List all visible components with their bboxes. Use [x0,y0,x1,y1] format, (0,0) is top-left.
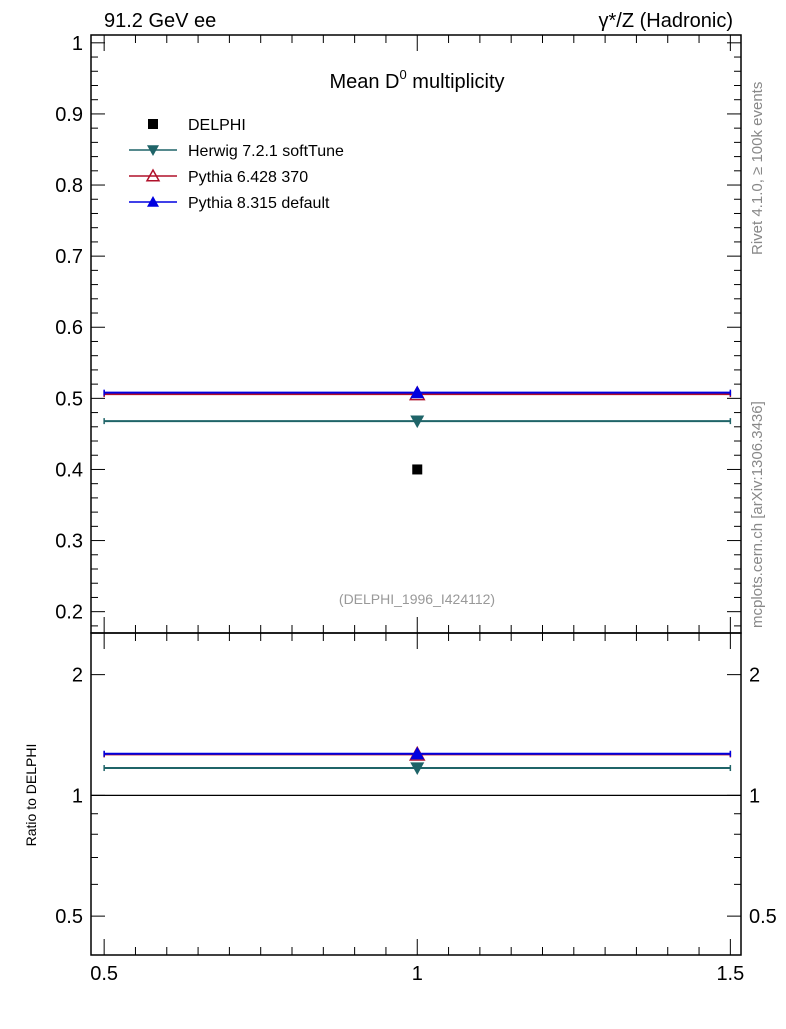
x-tick-label: 1 [412,963,423,985]
y-tick-label: 0.9 [55,104,83,126]
header-left: 91.2 GeV ee [104,10,216,32]
chart-title: Mean D0 multiplicity [329,67,504,93]
legend-label: Pythia 6.428 370 [188,169,308,186]
x-tick-label: 1.5 [716,963,744,985]
y-tick-label: 1 [72,33,83,55]
ratio-point [410,762,425,776]
legend-label: Herwig 7.2.1 softTune [188,143,344,160]
data-point [410,415,425,429]
y-tick-label: 0.6 [55,317,83,339]
mcplots-label: mcplots.cern.ch [arXiv:1306.3436] [749,401,766,628]
legend-label: Pythia 8.315 default [188,195,330,212]
data-point [410,385,425,399]
y-tick-label: 0.5 [55,388,83,410]
legend-marker [147,145,159,156]
ratio-y-tick-label: 1 [72,785,83,807]
legend-label: DELPHI [188,117,246,134]
data-point [412,464,423,475]
analysis-annotation: (DELPHI_1996_I424112) [339,591,495,607]
y-tick-label: 0.2 [55,602,83,624]
header-right: γ*/Z (Hadronic) [599,10,733,32]
legend-marker [147,196,159,207]
ratio-y-tick-label-right: 1 [749,785,760,807]
y-tick-label: 0.4 [55,459,83,481]
ratio-ylabel: Ratio to DELPHI [23,744,39,847]
y-tick-label: 0.3 [55,531,83,553]
ratio-y-tick-label-right: 0.5 [749,906,777,928]
y-tick-label: 0.7 [55,246,83,268]
y-tick-label: 0.8 [55,175,83,197]
x-tick-label: 0.5 [90,963,118,985]
legend-marker [148,119,158,129]
ratio-y-tick-label-right: 2 [749,665,760,687]
ratio-y-tick-label: 2 [72,665,83,687]
legend-marker [145,168,161,182]
ratio-y-tick-label: 0.5 [55,906,83,928]
ratio-point [410,746,425,760]
rivet-label: Rivet 4.1.0, ≥ 100k events [749,82,766,255]
ratio-frame [90,632,742,956]
